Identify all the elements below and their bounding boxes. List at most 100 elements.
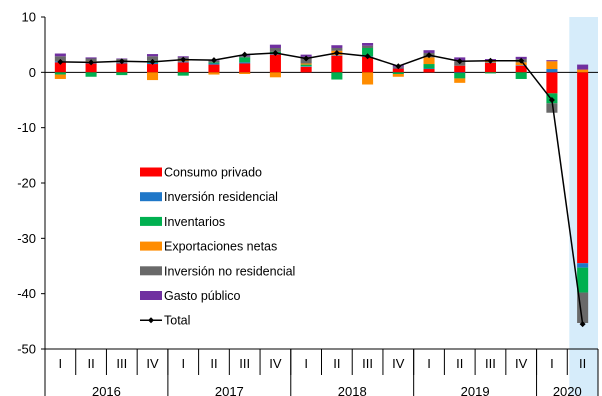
bar-segment <box>423 50 435 53</box>
bar-segment <box>177 72 189 76</box>
year-label: 2017 <box>215 384 244 396</box>
bar-segment <box>423 68 435 70</box>
bar-segment <box>300 66 312 73</box>
quarter-label: II <box>579 356 586 371</box>
bar-segment <box>300 66 312 67</box>
quarter-label: II <box>87 356 94 371</box>
bar-segment <box>331 55 343 73</box>
bar-segment <box>208 63 220 65</box>
bar-segment <box>546 103 558 113</box>
bar-segment <box>85 57 97 59</box>
y-tick-label: -30 <box>17 231 36 246</box>
bar-segment <box>300 64 312 67</box>
total-point <box>487 57 494 64</box>
bar-segment <box>85 72 97 77</box>
quarter-label: I <box>550 356 554 371</box>
total-point <box>303 55 310 62</box>
bar-segment <box>515 72 527 79</box>
bar-segment <box>362 72 374 85</box>
bar-segment <box>269 54 281 73</box>
bar-segment <box>146 64 159 73</box>
bar-segment <box>239 72 251 74</box>
bar-segment <box>269 72 281 78</box>
bar-segment <box>484 62 497 73</box>
bar-segment <box>392 73 404 77</box>
bar-segment <box>54 62 66 73</box>
total-point <box>180 56 187 63</box>
year-label: 2016 <box>92 384 121 396</box>
legend-label: Inversión residencial <box>164 190 278 204</box>
bar-segment <box>239 57 251 63</box>
total-point <box>364 53 371 60</box>
y-tick-label: -50 <box>17 342 36 357</box>
bar-segment <box>146 56 159 61</box>
bar-segment <box>546 72 558 94</box>
bar-segment <box>454 72 466 73</box>
total-line <box>60 52 584 325</box>
bar-segment <box>423 69 435 73</box>
bar-segment <box>331 47 343 51</box>
bar-segment <box>546 61 558 70</box>
bar-segment <box>54 74 66 79</box>
legend-label: Consumo privado <box>164 166 262 180</box>
quarter-label: IV <box>269 356 282 371</box>
bar-segment <box>423 64 435 69</box>
quarter-label: III <box>485 356 496 371</box>
legend-label: Total <box>164 314 190 328</box>
bar-segment <box>146 54 159 57</box>
bar-segment <box>515 65 527 73</box>
quarter-label: IV <box>146 356 159 371</box>
quarter-label: II <box>456 356 463 371</box>
bar-segment <box>546 60 558 62</box>
total-point <box>57 58 64 65</box>
total-point <box>333 49 340 56</box>
bar-segment <box>577 267 589 293</box>
bar-segment <box>300 63 312 65</box>
bar-segment <box>331 72 343 80</box>
legend-swatch <box>140 266 162 276</box>
total-point <box>88 59 95 66</box>
bar-segment <box>208 64 220 73</box>
total-point <box>518 57 525 64</box>
year-label: 2018 <box>338 384 367 396</box>
total-point <box>149 58 156 65</box>
total-point <box>548 97 555 103</box>
bar-segment <box>577 263 589 268</box>
bar-segment <box>515 65 527 66</box>
bar-segment <box>269 47 281 52</box>
quarter-label: III <box>116 356 127 371</box>
year-label: 2020 <box>553 384 582 396</box>
bar-segment <box>116 63 128 73</box>
total-point <box>395 63 402 70</box>
bar-segment <box>454 78 466 83</box>
total-point <box>241 51 248 58</box>
bar-segment <box>515 62 527 66</box>
bar-segment <box>362 56 374 73</box>
total-point <box>579 321 586 328</box>
bar-segment <box>577 64 589 70</box>
bar-segment <box>392 72 404 74</box>
legend-swatch <box>140 241 162 251</box>
bar-segment <box>85 63 97 73</box>
legend-swatch <box>140 167 162 177</box>
legend-swatch <box>140 216 162 226</box>
bar-segment <box>239 63 251 73</box>
bar-segment <box>362 43 374 46</box>
quarter-label: II <box>210 356 217 371</box>
quarter-label: I <box>304 356 308 371</box>
y-tick-label: -20 <box>17 176 36 191</box>
legend-label: Gasto público <box>164 289 240 303</box>
bar-segment <box>546 69 558 73</box>
bar-segment <box>269 44 281 48</box>
legend-swatch <box>140 192 162 202</box>
legend-label: Inventarios <box>164 215 225 229</box>
bar-segment <box>177 62 189 73</box>
quarter-label: IV <box>515 356 528 371</box>
bar-segment <box>208 72 220 75</box>
legend-label: Exportaciones netas <box>164 240 277 254</box>
bar-segment <box>116 72 128 76</box>
bar-segment <box>146 72 159 81</box>
legend-swatch <box>140 291 162 300</box>
total-point <box>456 58 463 65</box>
y-tick-label: 0 <box>29 65 36 80</box>
